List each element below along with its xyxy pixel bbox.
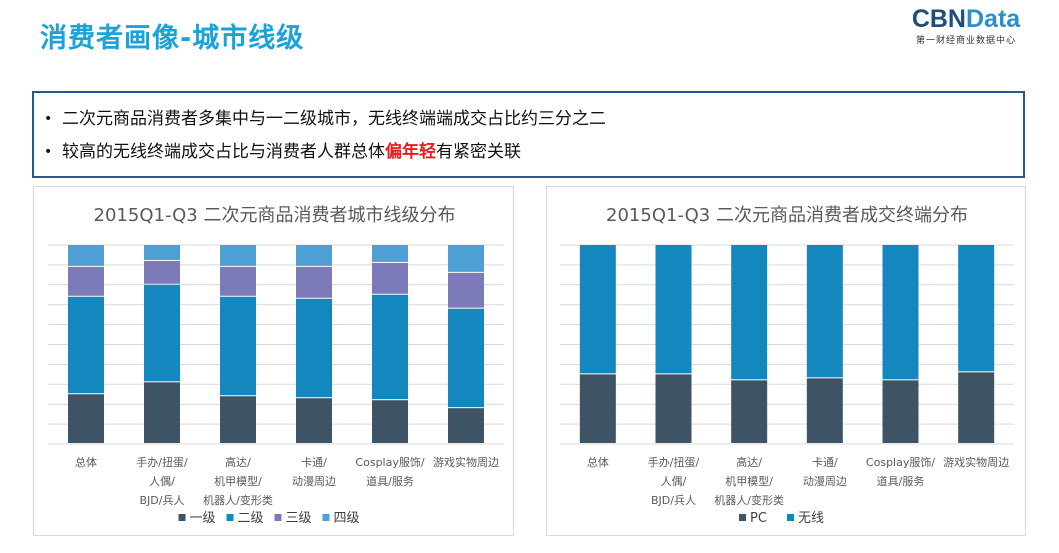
- legend-swatch: [178, 514, 186, 521]
- bar-segment: [220, 396, 256, 443]
- legend-swatch: [274, 514, 282, 521]
- category-label: 总体: [587, 455, 609, 469]
- bar-segment: [372, 400, 408, 443]
- category-label: 机器人/变形类: [203, 493, 273, 507]
- category-label: 机器人/变形类: [714, 493, 784, 507]
- legend-label: 一级: [190, 511, 216, 526]
- category-label: Cosplay服饰/: [866, 455, 935, 469]
- bar-segment: [68, 296, 104, 394]
- bar-segment: [220, 245, 256, 266]
- finding-1-text: 二次元商品消费者多集中与一二级城市，无线终端端成交占比约三分之二: [62, 109, 606, 129]
- finding-2-text-before: 较高的无线终端成交占比与消费者人群总体: [62, 142, 385, 162]
- bar-segment: [372, 294, 408, 400]
- bar-segment: [806, 245, 843, 378]
- category-label: BJD/兵人: [140, 494, 185, 507]
- legend-swatch: [787, 514, 794, 521]
- bar-segment: [579, 374, 616, 443]
- terminal-chart-panel: 2015Q1-Q3 二次元商品消费者成交终端分布总体 手办/扭蛋/人偶/BJD/兵…: [546, 186, 1026, 536]
- bar-segment: [144, 284, 180, 382]
- bar-segment: [68, 245, 104, 266]
- category-label: 手办/扭蛋/: [136, 455, 188, 469]
- category-label: 高达/: [736, 455, 762, 469]
- bar-segment: [882, 245, 919, 380]
- bar-segment: [958, 245, 995, 372]
- bar-segment: [655, 245, 692, 374]
- category-label: 卡通/: [301, 456, 327, 469]
- bar-segment: [882, 380, 919, 443]
- legend-label: 无线: [798, 511, 824, 526]
- category-label: 人偶/: [149, 475, 175, 488]
- finding-2-highlight: 偏年轻: [385, 142, 436, 162]
- category-label: 卡通/: [812, 456, 838, 469]
- bar-segment: [144, 382, 180, 443]
- legend-swatch: [739, 514, 746, 521]
- legend-label: 二级: [238, 511, 264, 526]
- bar-segment: [296, 245, 332, 266]
- bar-segment: [731, 245, 768, 380]
- bar-segment: [296, 266, 332, 298]
- bar-segment: [448, 308, 484, 408]
- bar-segment: [372, 245, 408, 262]
- legend-swatch: [226, 514, 234, 521]
- category-label: 高达/: [225, 455, 251, 469]
- brand-logo: CBNData 第一财经商业数据中心: [905, 6, 1027, 46]
- legend-label: PC: [750, 511, 767, 526]
- bar-segment: [68, 266, 104, 296]
- category-label: 道具/服务: [877, 474, 925, 488]
- category-label: BJD/兵人: [651, 494, 696, 507]
- legend-swatch: [322, 514, 330, 521]
- category-label: 人偶/: [661, 475, 687, 488]
- category-label: 总体: [75, 455, 97, 469]
- bar-segment: [372, 262, 408, 294]
- category-label: 游戏实物周边: [433, 455, 499, 469]
- category-label: 动漫周边: [803, 474, 847, 488]
- bar-segment: [296, 298, 332, 398]
- key-findings-box: • 二次元商品消费者多集中与一二级城市，无线终端端成交占比约三分之二 • 较高的…: [32, 91, 1025, 178]
- bar-segment: [806, 378, 843, 443]
- bar-segment: [731, 380, 768, 443]
- chart-title: 2015Q1-Q3 二次元商品消费者成交终端分布: [606, 205, 968, 226]
- chart-title: 2015Q1-Q3 二次元商品消费者城市线级分布: [94, 205, 456, 226]
- logo-wordmark: CBNData: [911, 5, 1021, 33]
- category-label: 道具/服务: [366, 474, 414, 488]
- category-label: 动漫周边: [292, 474, 336, 488]
- finding-2: • 较高的无线终端成交占比与消费者人群总体偏年轻有紧密关联: [34, 136, 1023, 169]
- bullet-dot: •: [44, 111, 53, 127]
- bar-segment: [220, 266, 256, 296]
- bar-segment: [958, 372, 995, 443]
- bar-segment: [448, 272, 484, 308]
- finding-2-text-after: 有紧密关联: [436, 142, 521, 162]
- bar-segment: [655, 374, 692, 443]
- page-title: 消费者画像-城市线级: [40, 23, 305, 54]
- legend-label: 四级: [334, 511, 360, 526]
- bar-segment: [220, 296, 256, 396]
- finding-1: • 二次元商品消费者多集中与一二级城市，无线终端端成交占比约三分之二: [34, 103, 1023, 136]
- bar-segment: [144, 245, 180, 260]
- bar-segment: [296, 398, 332, 443]
- logo-tagline: 第一财经商业数据中心: [915, 36, 1016, 46]
- category-label: 机甲模型/: [725, 474, 773, 488]
- bar-segment: [144, 260, 180, 284]
- category-label: 游戏实物周边: [943, 455, 1009, 469]
- category-label: 机甲模型/: [214, 474, 262, 488]
- legend-label: 三级: [286, 511, 312, 526]
- bar-segment: [579, 245, 616, 374]
- city-tier-chart-panel: 2015Q1-Q3 二次元商品消费者城市线级分布总体 手办/扭蛋/人偶/BJD/兵…: [33, 186, 514, 536]
- category-label: 手办/扭蛋/: [648, 455, 700, 469]
- bar-segment: [68, 394, 104, 443]
- bullet-dot: •: [44, 144, 53, 160]
- bar-segment: [448, 245, 484, 272]
- bar-segment: [448, 408, 484, 443]
- category-label: Cosplay服饰/: [355, 455, 424, 469]
